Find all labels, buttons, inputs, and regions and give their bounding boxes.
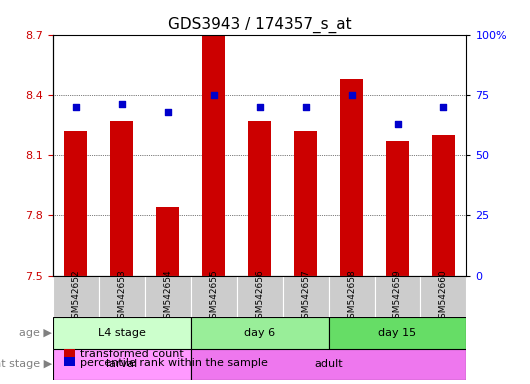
Point [255, 104, 264, 110]
FancyBboxPatch shape [329, 275, 375, 317]
Point [393, 121, 402, 127]
FancyBboxPatch shape [329, 317, 466, 349]
FancyBboxPatch shape [99, 275, 145, 317]
Point [118, 101, 126, 108]
Text: GSM542654: GSM542654 [163, 269, 172, 323]
FancyBboxPatch shape [53, 317, 191, 349]
Point [302, 104, 310, 110]
Bar [340, 79, 363, 275]
FancyBboxPatch shape [420, 275, 466, 317]
Text: day 6: day 6 [244, 328, 275, 338]
FancyBboxPatch shape [282, 275, 329, 317]
Text: age ▶: age ▶ [19, 328, 52, 338]
Text: GSM542653: GSM542653 [118, 269, 126, 324]
FancyBboxPatch shape [53, 275, 99, 317]
Point [347, 92, 356, 98]
Text: GSM542655: GSM542655 [209, 269, 218, 324]
Text: larval: larval [107, 359, 137, 369]
Text: L4 stage: L4 stage [98, 328, 146, 338]
Point [72, 104, 80, 110]
Bar [65, 131, 87, 275]
Text: GSM542657: GSM542657 [301, 269, 310, 324]
FancyBboxPatch shape [191, 349, 466, 380]
Title: GDS3943 / 174357_s_at: GDS3943 / 174357_s_at [168, 17, 351, 33]
Text: adult: adult [314, 359, 343, 369]
Text: transformed count: transformed count [80, 349, 183, 359]
Point [164, 109, 172, 115]
FancyBboxPatch shape [191, 275, 237, 317]
Text: GSM542652: GSM542652 [72, 269, 81, 323]
Point [209, 92, 218, 98]
FancyBboxPatch shape [375, 275, 420, 317]
FancyBboxPatch shape [237, 275, 282, 317]
Bar [248, 121, 271, 275]
Bar [202, 35, 225, 275]
Point [439, 104, 448, 110]
Text: GSM542660: GSM542660 [439, 269, 448, 324]
Text: GSM542658: GSM542658 [347, 269, 356, 324]
FancyBboxPatch shape [191, 317, 329, 349]
Text: percentile rank within the sample: percentile rank within the sample [80, 358, 267, 368]
Text: GSM542656: GSM542656 [255, 269, 264, 324]
Bar [156, 207, 179, 275]
Bar [432, 135, 455, 275]
Bar [294, 131, 317, 275]
Text: day 15: day 15 [378, 328, 417, 338]
FancyBboxPatch shape [53, 349, 191, 380]
Bar [110, 121, 134, 275]
Bar [386, 141, 409, 275]
Text: GSM542659: GSM542659 [393, 269, 402, 324]
FancyBboxPatch shape [145, 275, 191, 317]
Text: development stage ▶: development stage ▶ [0, 359, 52, 369]
